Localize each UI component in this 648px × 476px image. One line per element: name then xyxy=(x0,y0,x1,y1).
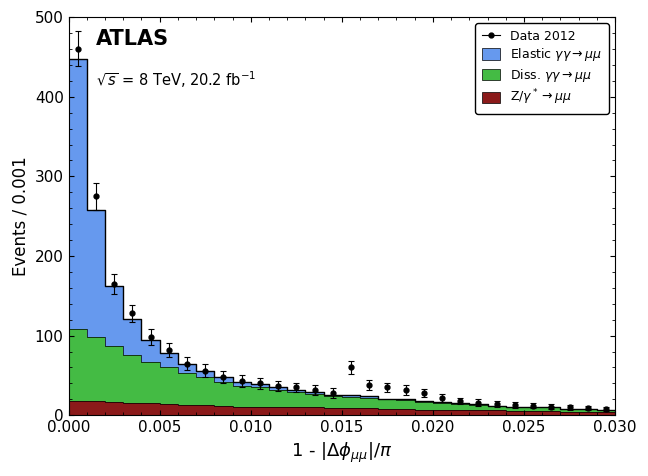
Bar xyxy=(561,412,579,415)
Bar xyxy=(233,386,251,407)
Bar xyxy=(597,410,615,412)
Bar xyxy=(287,390,305,392)
Bar xyxy=(561,409,579,412)
Bar xyxy=(469,405,487,410)
Bar xyxy=(233,382,251,386)
Bar xyxy=(487,410,506,415)
Bar xyxy=(178,364,196,373)
Bar xyxy=(305,392,323,394)
Bar xyxy=(415,410,433,415)
Bar xyxy=(524,411,542,415)
Bar xyxy=(178,405,196,415)
Bar xyxy=(506,411,524,415)
Bar xyxy=(123,319,141,355)
Bar xyxy=(360,398,378,408)
Bar xyxy=(214,406,233,415)
Bar xyxy=(342,396,360,397)
Bar xyxy=(397,409,415,415)
Bar xyxy=(123,403,141,415)
Bar xyxy=(342,397,360,408)
Bar xyxy=(579,412,597,415)
Bar xyxy=(251,387,269,407)
Bar xyxy=(251,407,269,415)
Bar xyxy=(87,401,105,415)
Bar xyxy=(451,403,469,404)
Legend: Data 2012, Elastic $\gamma\gamma\rightarrow\mu\mu$, Diss. $\gamma\gamma\rightarr: Data 2012, Elastic $\gamma\gamma\rightar… xyxy=(476,23,609,114)
Bar xyxy=(542,407,561,411)
Bar xyxy=(214,382,233,406)
Y-axis label: Events / 0.001: Events / 0.001 xyxy=(11,156,29,276)
Bar xyxy=(360,396,378,398)
Bar xyxy=(251,384,269,387)
Bar xyxy=(287,407,305,415)
Bar xyxy=(87,337,105,401)
Bar xyxy=(469,404,487,405)
Bar xyxy=(415,402,433,410)
Bar xyxy=(287,392,305,407)
Bar xyxy=(524,407,542,411)
Bar xyxy=(69,59,87,329)
Bar xyxy=(269,407,287,415)
Bar xyxy=(214,377,233,382)
Bar xyxy=(141,339,159,362)
Bar xyxy=(233,407,251,415)
Bar xyxy=(159,367,178,404)
Bar xyxy=(196,405,214,415)
Bar xyxy=(269,387,287,390)
Bar xyxy=(69,329,87,401)
Bar xyxy=(415,401,433,402)
Bar xyxy=(397,400,415,409)
Bar xyxy=(69,401,87,415)
Bar xyxy=(378,398,397,399)
Bar xyxy=(305,407,323,415)
Bar xyxy=(487,406,506,410)
Bar xyxy=(378,409,397,415)
Bar xyxy=(433,410,451,415)
Text: ATLAS: ATLAS xyxy=(96,29,169,49)
Bar xyxy=(159,404,178,415)
Bar xyxy=(597,412,615,415)
Bar xyxy=(342,408,360,415)
Bar xyxy=(141,403,159,415)
Bar xyxy=(87,210,105,337)
Bar xyxy=(323,396,342,408)
Bar xyxy=(305,394,323,407)
Bar xyxy=(141,362,159,403)
Bar xyxy=(323,408,342,415)
Bar xyxy=(433,402,451,403)
Bar xyxy=(469,410,487,415)
Bar xyxy=(397,399,415,400)
Bar xyxy=(196,371,214,377)
Bar xyxy=(269,390,287,407)
X-axis label: 1 - $|\Delta\phi_{\mu\mu}|/\pi$: 1 - $|\Delta\phi_{\mu\mu}|/\pi$ xyxy=(291,441,393,465)
Bar xyxy=(196,377,214,405)
Bar xyxy=(105,346,123,402)
Bar xyxy=(360,408,378,415)
Bar xyxy=(451,410,469,415)
Bar xyxy=(105,286,123,346)
Bar xyxy=(433,403,451,410)
Bar xyxy=(178,373,196,405)
Bar xyxy=(542,411,561,415)
Bar xyxy=(506,407,524,411)
Bar xyxy=(451,404,469,410)
Bar xyxy=(378,399,397,409)
Bar xyxy=(123,355,141,403)
Bar xyxy=(323,395,342,396)
Text: $\sqrt{s}$ = 8 TeV, 20.2 fb$^{-1}$: $\sqrt{s}$ = 8 TeV, 20.2 fb$^{-1}$ xyxy=(96,69,257,89)
Bar xyxy=(579,409,597,412)
Bar xyxy=(105,402,123,415)
Bar xyxy=(159,353,178,367)
